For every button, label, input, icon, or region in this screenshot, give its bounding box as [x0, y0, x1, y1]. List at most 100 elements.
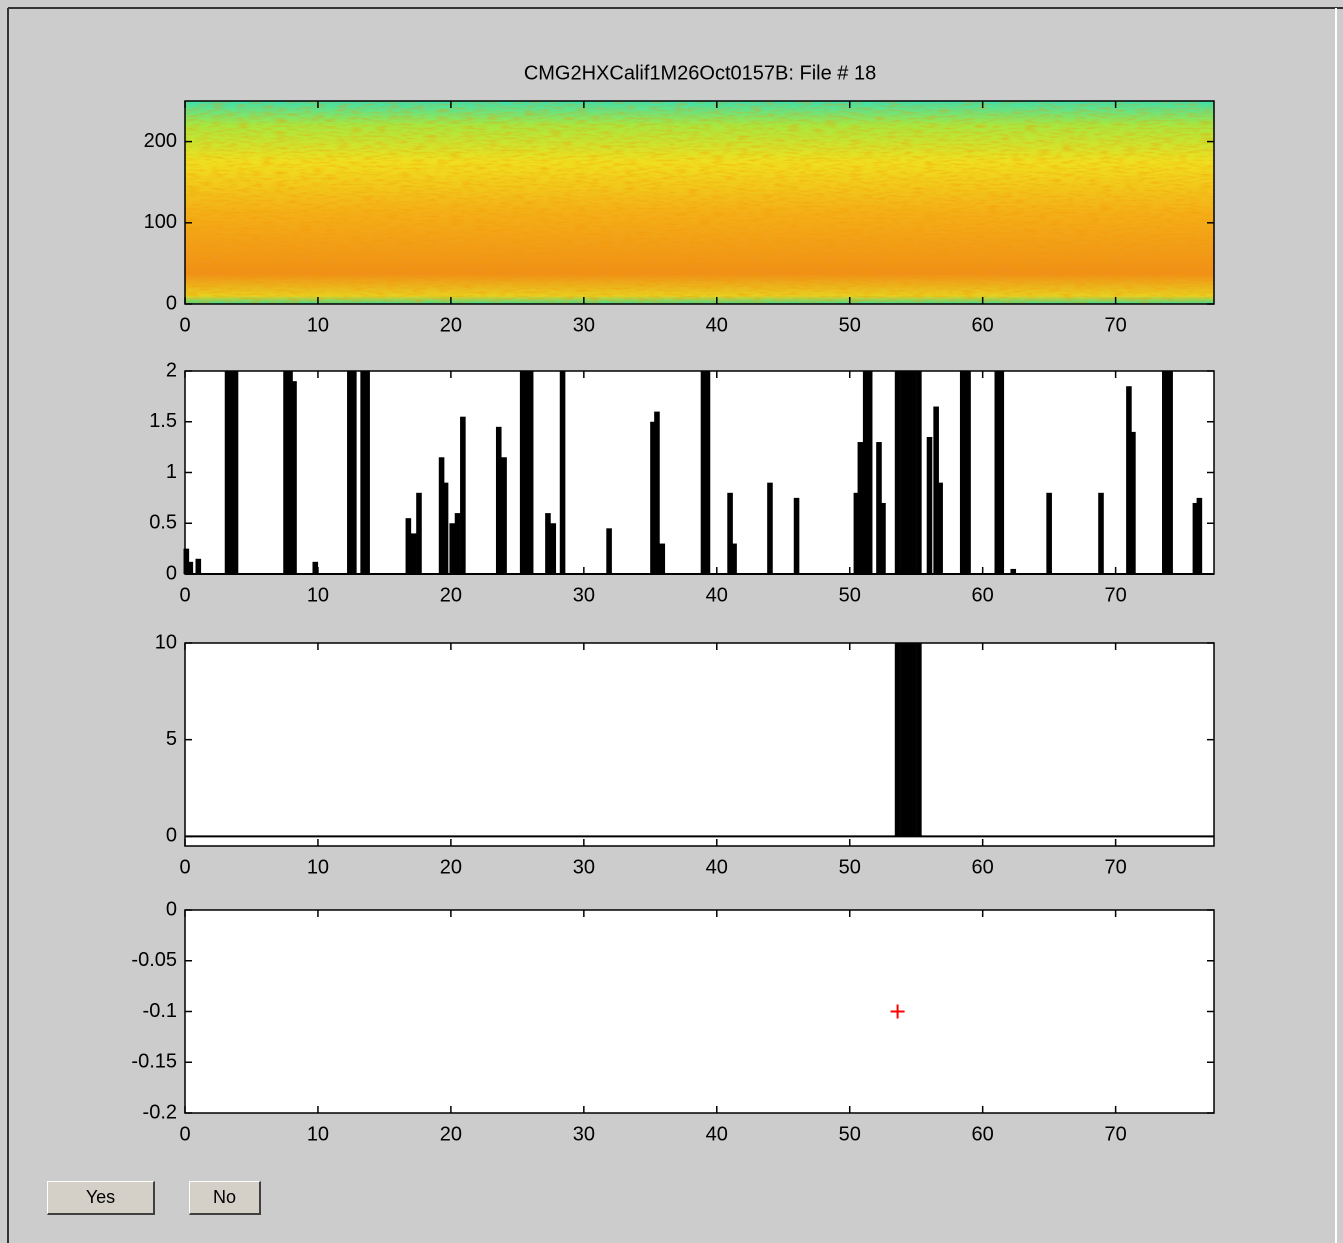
bar	[195, 558, 202, 574]
bar	[1098, 492, 1104, 574]
x-tick-label: 70	[1104, 1123, 1126, 1145]
x-tick-label: 40	[706, 1123, 728, 1145]
y-tick-label: 200	[144, 130, 177, 152]
bar	[291, 381, 297, 574]
bar	[1162, 371, 1168, 574]
bar	[905, 371, 912, 574]
x-tick-label: 30	[573, 856, 595, 878]
x-tick-label: 60	[972, 314, 994, 336]
bar	[405, 518, 412, 574]
bar	[910, 371, 917, 574]
y-tick-label: 5	[166, 728, 177, 750]
x-tick-label: 50	[839, 584, 861, 606]
x-tick-label: 0	[179, 584, 190, 606]
x-tick-label: 10	[307, 1123, 329, 1145]
x-tick-label: 0	[179, 856, 190, 878]
y-tick-label: -0.15	[131, 1051, 177, 1073]
bar	[894, 643, 901, 837]
y-tick-label: 0	[166, 898, 177, 920]
axes-box	[184, 100, 1215, 305]
x-tick-label: 10	[307, 584, 329, 606]
bar	[183, 548, 190, 574]
bar	[527, 371, 534, 574]
bar	[965, 371, 971, 574]
bar	[926, 436, 933, 574]
x-tick-label: 10	[307, 314, 329, 336]
bar	[876, 442, 882, 574]
plot-area	[185, 643, 1214, 846]
x-tick-label: 60	[972, 856, 994, 878]
x-tick-label: 40	[706, 314, 728, 336]
bar	[731, 543, 737, 574]
x-tick-label: 70	[1104, 584, 1126, 606]
bar	[994, 371, 1001, 574]
bar	[351, 371, 357, 574]
bar	[866, 371, 873, 574]
x-tick-label: 50	[839, 314, 861, 336]
bar	[933, 406, 939, 574]
bar	[853, 492, 860, 574]
y-tick-label: 10	[155, 631, 177, 653]
x-tick-label: 40	[706, 856, 728, 878]
bar	[559, 371, 566, 574]
bar	[900, 371, 906, 574]
bar	[410, 533, 417, 574]
bar	[460, 416, 466, 574]
y-tick-label: 1.5	[149, 410, 177, 432]
x-tick-label: 70	[1104, 314, 1126, 336]
bar	[1126, 386, 1132, 574]
plot-area	[185, 371, 1214, 574]
bar	[1010, 568, 1017, 574]
bar	[1167, 371, 1173, 574]
bar	[495, 426, 502, 574]
y-tick-label: 0.5	[149, 512, 177, 534]
bar	[916, 371, 922, 574]
bar	[959, 371, 966, 574]
bar	[937, 482, 943, 574]
bar	[347, 371, 353, 574]
bar	[894, 371, 901, 574]
x-tick-label: 50	[839, 1123, 861, 1145]
bar	[545, 513, 551, 574]
bar	[232, 371, 239, 574]
x-tick-label: 60	[972, 584, 994, 606]
y-tick-label: -0.1	[143, 1000, 177, 1022]
x-tick-label: 20	[440, 856, 462, 878]
x-tick-label: 20	[440, 584, 462, 606]
bar	[654, 411, 660, 574]
bar	[727, 492, 733, 574]
bar	[650, 421, 656, 574]
x-tick-label: 60	[972, 1123, 994, 1145]
x-tick-label: 30	[573, 584, 595, 606]
bar	[364, 371, 370, 574]
bar	[905, 643, 912, 837]
y-tick-label: 2	[166, 359, 177, 381]
bar	[606, 528, 612, 574]
bar	[523, 371, 530, 574]
y-tick-label: 0	[166, 562, 177, 584]
bar	[916, 643, 922, 837]
x-tick-label: 0	[179, 1123, 190, 1145]
bar	[519, 371, 526, 574]
bar	[416, 492, 422, 574]
plot-area	[185, 910, 1214, 1113]
y-tick-label: 0	[166, 825, 177, 847]
yes-button[interactable]: Yes	[47, 1181, 155, 1215]
bar	[187, 561, 194, 574]
bar	[900, 643, 906, 837]
bar	[454, 513, 461, 574]
y-tick-label: 0	[166, 292, 177, 314]
y-tick-label: 100	[144, 211, 177, 233]
x-tick-label: 20	[440, 314, 462, 336]
x-tick-label: 40	[706, 584, 728, 606]
bar	[857, 442, 864, 574]
bar	[287, 371, 293, 574]
bar	[228, 371, 235, 574]
no-button[interactable]: No	[189, 1181, 261, 1215]
bar	[283, 371, 289, 574]
axes-box	[184, 642, 1215, 847]
bar	[998, 371, 1005, 574]
bar	[910, 643, 917, 837]
